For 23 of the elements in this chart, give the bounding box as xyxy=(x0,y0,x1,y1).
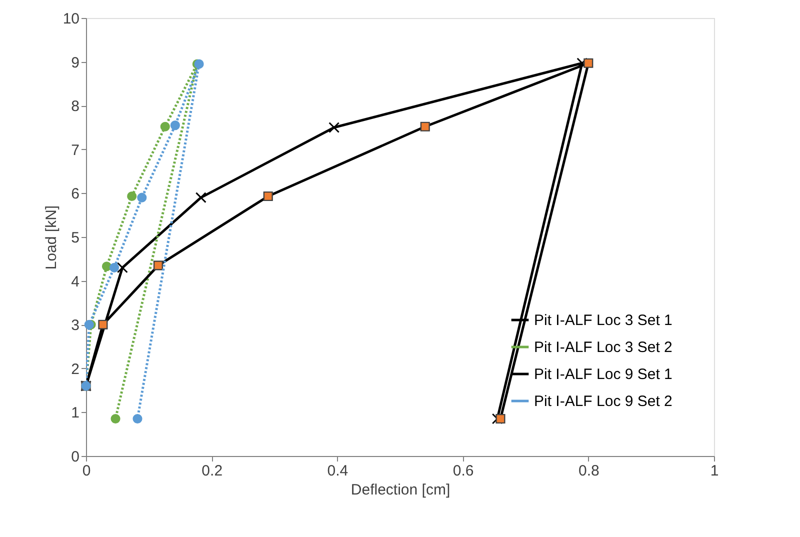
y-tick-label: 6 xyxy=(71,186,80,203)
legend-label: Pit I-ALF Loc 3 Set 2 xyxy=(534,339,672,356)
legend-label: Pit I-ALF Loc 9 Set 2 xyxy=(534,393,672,410)
legend-label: Pit I-ALF Loc 9 Set 1 xyxy=(534,366,672,383)
y-tick-label: 8 xyxy=(71,98,80,116)
x-tick-label: 0.6 xyxy=(452,462,474,480)
legend-label: Pit I-ALF Loc 3 Set 1 xyxy=(534,312,672,329)
y-tick-label: 1 xyxy=(71,404,80,422)
y-tick-label: 7 xyxy=(71,142,80,159)
y-axis-title: Load [kN] xyxy=(42,205,60,270)
x-tick-label: 0.8 xyxy=(578,462,600,480)
y-tick-label: 2 xyxy=(71,360,80,378)
y-tick-label: 5 xyxy=(71,230,80,246)
y-tick-label: 3 xyxy=(71,317,80,334)
y-tick-label: 10 xyxy=(62,10,80,28)
x-tick-label: 1 xyxy=(710,462,719,480)
x-tick-label: 0 xyxy=(82,462,91,480)
x-tick-label: 0.4 xyxy=(327,462,348,480)
y-tick-label: 9 xyxy=(71,54,80,72)
x-axis-title: Deflection [cm] xyxy=(350,482,450,498)
x-tick-label: 0.2 xyxy=(202,462,223,480)
y-tick-label: 4 xyxy=(71,273,80,290)
y-tick-label: 0 xyxy=(71,448,80,466)
